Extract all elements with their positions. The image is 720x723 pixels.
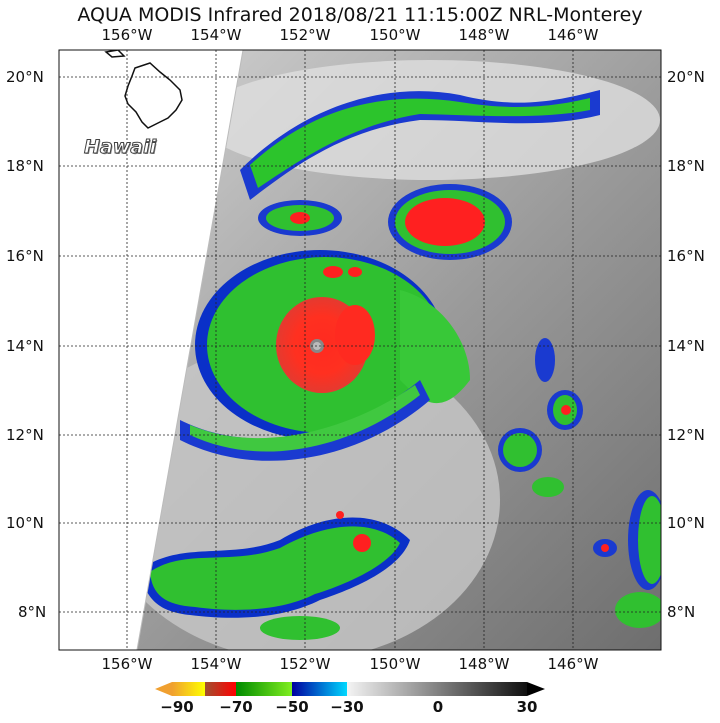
cloud-cluster-northeast bbox=[388, 184, 512, 260]
lat-label-left: 14°N bbox=[6, 337, 44, 355]
lon-label-top: 152°W bbox=[279, 26, 331, 44]
colorbar-segment-blue bbox=[292, 682, 347, 696]
map-border bbox=[58, 49, 662, 651]
colorbar-tick-label: −90 bbox=[160, 698, 194, 716]
colorbar-segment-gray bbox=[347, 682, 527, 696]
lat-label-right: 20°N bbox=[667, 68, 705, 86]
colorbar-max-arrow bbox=[527, 682, 545, 696]
graticule bbox=[59, 50, 661, 650]
lon-label-top: 146°W bbox=[547, 26, 599, 44]
lon-label-bottom: 154°W bbox=[190, 655, 242, 673]
lon-label-bottom: 146°W bbox=[547, 655, 599, 673]
cloud-band-south bbox=[140, 511, 410, 640]
lon-label-top: 150°W bbox=[369, 26, 421, 44]
lat-label-right: 8°N bbox=[667, 603, 696, 621]
lat-label-left: 18°N bbox=[6, 157, 44, 175]
lat-label-right: 14°N bbox=[667, 337, 705, 355]
lat-label-left: 12°N bbox=[6, 426, 44, 444]
colorbar-min-arrow bbox=[155, 682, 172, 696]
lat-label-left: 10°N bbox=[6, 514, 44, 532]
lat-label-left: 16°N bbox=[6, 247, 44, 265]
colorbar bbox=[155, 682, 545, 696]
colorbar-segment-yellow bbox=[172, 682, 205, 696]
lon-label-bottom: 156°W bbox=[101, 655, 153, 673]
lon-label-top: 154°W bbox=[190, 26, 242, 44]
image-title: AQUA MODIS Infrared 2018/08/21 11:15:00Z… bbox=[77, 4, 643, 26]
hurricane-lane bbox=[180, 250, 470, 461]
lon-label-top: 156°W bbox=[101, 26, 153, 44]
colorbar-tick-label: 0 bbox=[432, 698, 444, 716]
colorbar-tick-label: 30 bbox=[516, 698, 538, 716]
cloud-band-north bbox=[240, 90, 600, 236]
lat-label-right: 16°N bbox=[667, 247, 705, 265]
colorbar-tick-label: −30 bbox=[330, 698, 364, 716]
hawaii-label: Hawaii bbox=[83, 136, 157, 159]
map-frame bbox=[59, 50, 661, 650]
lat-label-left: 8°N bbox=[18, 603, 47, 621]
lon-label-bottom: 152°W bbox=[279, 655, 331, 673]
cloud-cells-east bbox=[498, 338, 661, 628]
colorbar-segment-green bbox=[236, 682, 292, 696]
lat-label-right: 12°N bbox=[667, 426, 705, 444]
colorbar-tick-label: −70 bbox=[219, 698, 253, 716]
colorbar-tick-label: −50 bbox=[275, 698, 309, 716]
lat-label-right: 18°N bbox=[667, 157, 705, 175]
lon-label-top: 148°W bbox=[458, 26, 510, 44]
lat-label-left: 20°N bbox=[6, 68, 44, 86]
colorbar-segment-red bbox=[205, 682, 236, 696]
lat-label-right: 10°N bbox=[667, 514, 705, 532]
lon-label-bottom: 148°W bbox=[458, 655, 510, 673]
lon-label-bottom: 150°W bbox=[369, 655, 421, 673]
hawaii-island-outline bbox=[104, 50, 183, 129]
